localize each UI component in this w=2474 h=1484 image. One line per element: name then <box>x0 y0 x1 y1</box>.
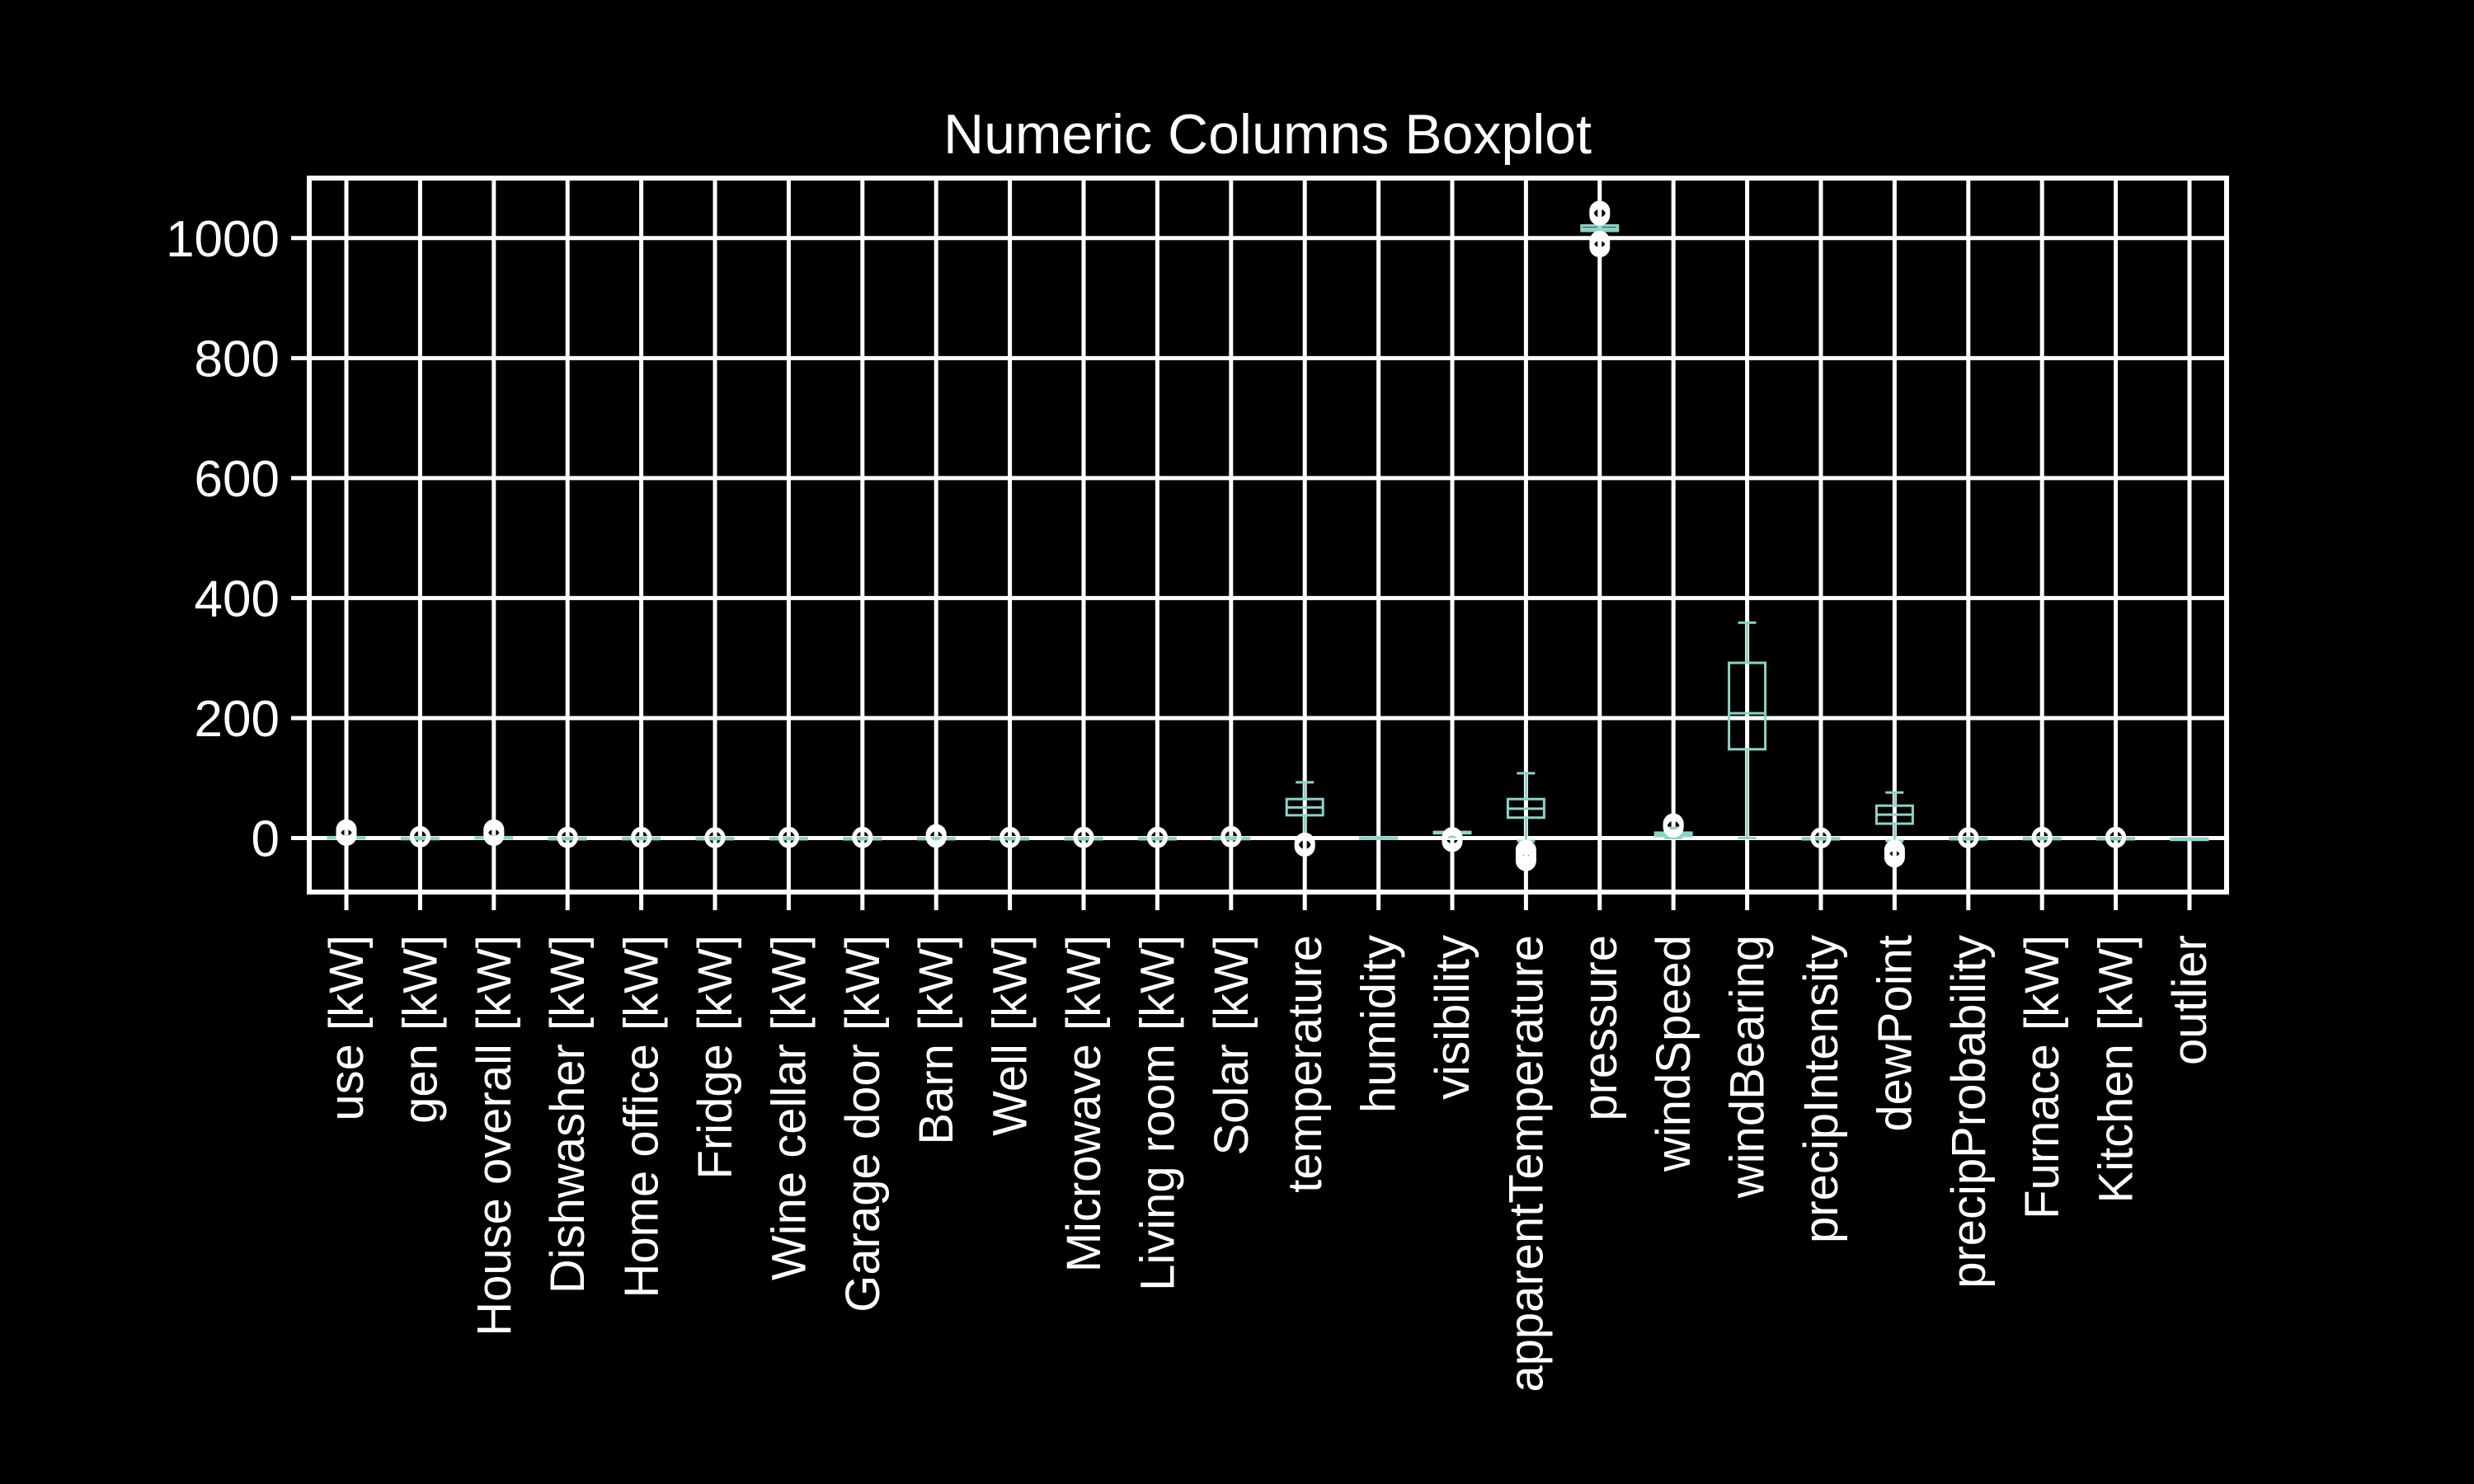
flier-point <box>336 819 357 840</box>
box-layer <box>327 200 2209 871</box>
box-series-23 <box>2022 826 2062 848</box>
box-series-12 <box>1211 825 1251 848</box>
flier-point <box>1884 847 1905 868</box>
flier-point <box>1221 825 1242 847</box>
y-tick-label: 400 <box>195 571 280 627</box>
x-category-label: pressure <box>1573 935 1627 1121</box>
flier-point <box>483 819 505 840</box>
flier-point <box>1589 200 1611 222</box>
x-category-label: windSpeed <box>1647 935 1700 1172</box>
x-category-label: precipIntensity <box>1794 935 1848 1243</box>
x-category-label: Living room [kW] <box>1131 935 1184 1291</box>
flier-point <box>1515 850 1536 871</box>
x-category-label: House overall [kW] <box>468 935 521 1336</box>
flier-point <box>925 824 947 845</box>
flier-point <box>704 827 726 848</box>
chart-title: Numeric Columns Boxplot <box>943 103 1592 166</box>
box-series-4 <box>622 826 661 848</box>
box-series-16 <box>1506 772 1545 871</box>
flier-point <box>631 826 652 848</box>
flier-point <box>999 826 1021 848</box>
x-category-label: Furnace [kW] <box>2015 935 2069 1219</box>
x-axis-ticks: use [kW] gen [kW] House overall [kW] Dishwa… <box>320 892 2217 1392</box>
x-category-label: humidity <box>1352 935 1406 1113</box>
y-tick-label: 600 <box>195 451 280 508</box>
x-category-label: Home office [kW] <box>615 935 669 1298</box>
box-series-21 <box>1874 791 1914 868</box>
x-category-label: Garage door [kW] <box>836 935 890 1313</box>
flier-point <box>1589 230 1611 251</box>
box-series-19 <box>1728 621 1767 840</box>
box-series-14 <box>1359 836 1399 840</box>
x-category-label: Fridge [kW] <box>689 935 742 1180</box>
box-series-0 <box>327 819 366 847</box>
flier-point <box>778 826 799 848</box>
box-series-17 <box>1580 200 1620 258</box>
box-series-5 <box>695 827 735 848</box>
box-series-13 <box>1285 781 1324 857</box>
x-category-label: apparentTemperature <box>1499 935 1553 1392</box>
x-category-label: gen [kW] <box>393 935 447 1124</box>
box-series-25 <box>2170 837 2209 842</box>
box-series-3 <box>548 826 587 848</box>
flier-point <box>557 826 578 848</box>
y-axis-ticks: 0 200 400 600 800 1000 <box>166 211 309 868</box>
box-series-11 <box>1137 826 1177 848</box>
x-category-label: Kitchen [kW] <box>2090 935 2143 1204</box>
flier-point <box>1442 831 1463 852</box>
x-category-label: windBearing <box>1721 935 1775 1199</box>
y-tick-label: 1000 <box>166 211 280 268</box>
box-series-2 <box>474 819 514 847</box>
flier-point <box>1810 827 1832 848</box>
flier-point <box>1294 836 1315 857</box>
flier-point <box>409 825 430 847</box>
y-tick-label: 800 <box>195 331 280 387</box>
box-series-8 <box>916 824 956 848</box>
box-series-9 <box>990 826 1030 848</box>
box-series-18 <box>1653 813 1693 840</box>
box-iqr <box>1728 661 1767 751</box>
x-category-label: Solar [kW] <box>1205 935 1258 1156</box>
x-category-label: Microwave [kW] <box>1057 935 1111 1272</box>
box-series-15 <box>1432 827 1472 852</box>
box-series-6 <box>769 826 808 848</box>
x-category-label: visibility <box>1426 935 1479 1100</box>
flier-point <box>1073 826 1094 848</box>
x-category-label: use [kW] <box>320 935 374 1121</box>
x-category-label: precipProbability <box>1942 935 1996 1289</box>
x-category-label: Well [kW] <box>984 935 1037 1136</box>
y-tick-label: 200 <box>195 691 280 748</box>
box-series-1 <box>400 825 440 848</box>
box-series-10 <box>1064 826 1103 848</box>
flier-point <box>1663 813 1684 834</box>
flier-point <box>852 826 873 848</box>
flier-point <box>1146 826 1168 848</box>
flier-point <box>2031 826 2053 848</box>
flier-point <box>2105 826 2127 848</box>
box-series-20 <box>1801 827 1841 848</box>
box-series-22 <box>1949 827 1988 848</box>
x-category-label: temperature <box>1278 935 1332 1193</box>
x-category-label: dewPoint <box>1868 935 1921 1132</box>
flier-point <box>1958 827 1979 848</box>
x-category-label: Barn [kW] <box>910 935 963 1145</box>
x-category-label: Dishwasher [kW] <box>541 935 595 1294</box>
box-series-24 <box>2096 826 2136 848</box>
x-category-label: outlier <box>2163 935 2217 1065</box>
x-category-label: Wine cellar [kW] <box>762 935 816 1280</box>
box-series-7 <box>843 826 882 848</box>
plot-frame <box>307 176 2229 895</box>
y-tick-label: 0 <box>252 811 280 868</box>
